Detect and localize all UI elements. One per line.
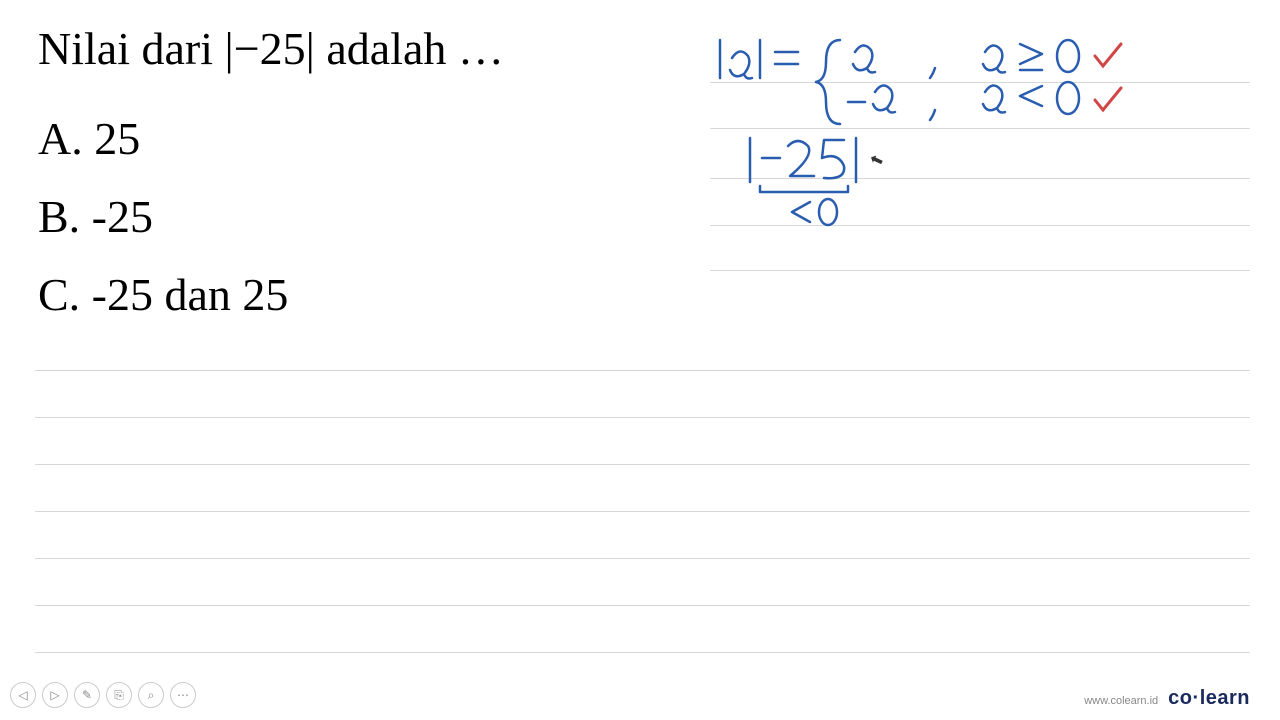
footer-url: www.colearn.id (1084, 695, 1158, 707)
ruled-line (35, 370, 1250, 371)
footer: www.colearn.id co·learn (1084, 687, 1250, 710)
toolbar: ◁ ▷ ✎ ⎘ ⌕ ⋯ (10, 682, 196, 708)
logo-dot: · (1193, 687, 1200, 709)
more-button[interactable]: ⋯ (170, 682, 196, 708)
pen-button[interactable]: ✎ (74, 682, 100, 708)
handwriting-annotation (710, 30, 1260, 290)
logo-prefix: co (1168, 687, 1192, 709)
ruled-line (35, 605, 1250, 606)
option-b: B. -25 (38, 190, 153, 243)
copy-button[interactable]: ⎘ (106, 682, 132, 708)
option-a: A. 25 (38, 112, 140, 165)
ruled-line (35, 558, 1250, 559)
next-button[interactable]: ▷ (42, 682, 68, 708)
ruled-line (35, 417, 1250, 418)
prev-button[interactable]: ◁ (10, 682, 36, 708)
footer-logo: co·learn (1168, 687, 1250, 710)
zoom-button[interactable]: ⌕ (138, 682, 164, 708)
ruled-line (35, 652, 1250, 653)
question-text: Nilai dari |−25| adalah … (38, 22, 504, 75)
option-c: C. -25 dan 25 (38, 268, 288, 321)
logo-suffix: learn (1200, 687, 1250, 709)
ruled-line (35, 511, 1250, 512)
ruled-line (35, 464, 1250, 465)
